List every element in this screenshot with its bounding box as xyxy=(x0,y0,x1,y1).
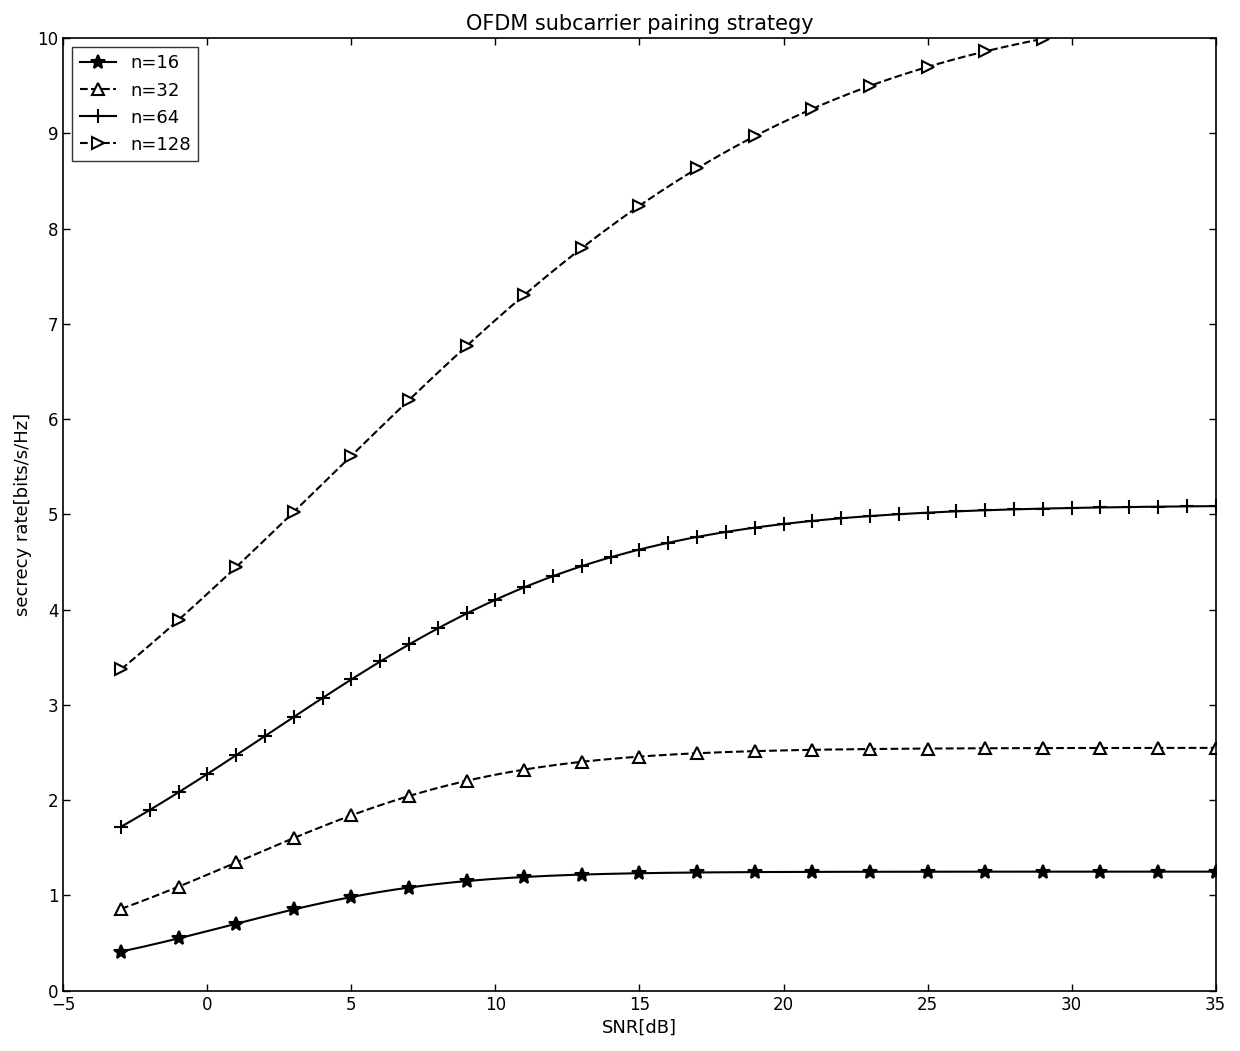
n=64 xyxy=(1208,500,1223,513)
Line: n=16: n=16 xyxy=(114,865,1223,959)
Line: n=128: n=128 xyxy=(115,8,1221,676)
n=16 xyxy=(1194,865,1209,878)
n=128 xyxy=(1208,8,1223,21)
n=64 xyxy=(186,777,201,789)
Title: OFDM subcarrier pairing strategy: OFDM subcarrier pairing strategy xyxy=(466,14,813,34)
n=32 xyxy=(596,754,611,766)
n=64 xyxy=(884,509,899,521)
Line: n=32: n=32 xyxy=(115,742,1221,915)
n=32 xyxy=(1021,742,1035,755)
n=16 xyxy=(1021,865,1035,878)
n=32 xyxy=(1208,742,1223,755)
n=32 xyxy=(884,742,899,755)
n=16 xyxy=(884,865,899,878)
n=32 xyxy=(258,844,273,857)
X-axis label: SNR[dB]: SNR[dB] xyxy=(601,1019,677,1037)
n=32 xyxy=(114,903,129,915)
n=32 xyxy=(1194,742,1209,755)
Y-axis label: secrecy rate[bits/s/Hz]: secrecy rate[bits/s/Hz] xyxy=(14,413,32,616)
n=16 xyxy=(596,868,611,881)
n=16 xyxy=(1208,865,1223,878)
n=16 xyxy=(114,945,129,957)
n=16 xyxy=(186,928,201,941)
n=64 xyxy=(1194,500,1209,513)
n=128 xyxy=(186,600,201,613)
n=64 xyxy=(1021,502,1035,515)
n=128 xyxy=(258,533,273,545)
n=128 xyxy=(884,73,899,85)
n=128 xyxy=(596,225,611,238)
n=128 xyxy=(1194,9,1209,22)
n=64 xyxy=(596,553,611,565)
n=64 xyxy=(258,729,273,742)
n=128 xyxy=(1021,36,1035,48)
Line: n=64: n=64 xyxy=(114,499,1223,833)
n=64 xyxy=(114,821,129,833)
n=16 xyxy=(258,910,273,923)
n=128 xyxy=(114,663,129,676)
Legend: n=16, n=32, n=64, n=128: n=16, n=32, n=64, n=128 xyxy=(72,47,198,161)
n=32 xyxy=(186,874,201,887)
